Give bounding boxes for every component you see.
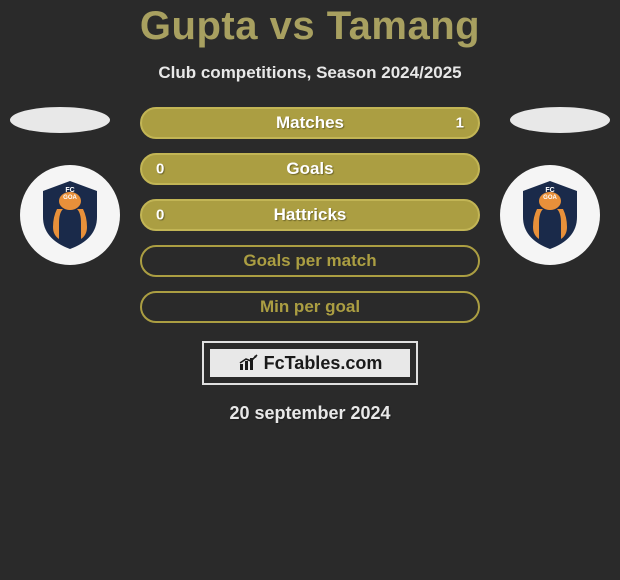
player-ellipse-right — [510, 107, 610, 133]
stat-value-right: 1 — [456, 115, 464, 132]
club-crest-left-icon: FC GOA — [39, 179, 101, 251]
svg-text:GOA: GOA — [63, 195, 77, 201]
svg-text:GOA: GOA — [543, 195, 557, 201]
stat-row: Goals per match — [140, 245, 480, 277]
snapshot-date: 20 september 2024 — [0, 403, 620, 424]
stat-value-left: 0 — [156, 161, 164, 178]
brand-text: FcTables.com — [264, 353, 383, 374]
comparison-panel: FC GOA FC GOA Matches 1 0 Goals 0 Hattricks Go… — [0, 107, 620, 337]
stat-label: Goals — [286, 159, 333, 179]
brand-box-inner: FcTables.com — [210, 349, 410, 377]
club-badge-right: FC GOA — [500, 165, 600, 265]
svg-text:FC: FC — [65, 187, 74, 194]
stat-label: Matches — [276, 113, 344, 133]
page-title: Gupta vs Tamang — [0, 0, 620, 49]
club-badge-left: FC GOA — [20, 165, 120, 265]
brand-chart-icon — [238, 354, 260, 372]
brand-box: FcTables.com — [202, 341, 418, 385]
stat-row: 0 Goals — [140, 153, 480, 185]
stats-list: Matches 1 0 Goals 0 Hattricks Goals per match M… — [140, 107, 480, 337]
competition-subtitle: Club competitions, Season 2024/2025 — [0, 63, 620, 83]
club-crest-right-icon: FC GOA — [519, 179, 581, 251]
player-ellipse-left — [10, 107, 110, 133]
stat-row: 0 Hattricks — [140, 199, 480, 231]
stat-value-left: 0 — [156, 207, 164, 224]
stat-label: Hattricks — [274, 205, 347, 225]
stat-row: Min per goal — [140, 291, 480, 323]
svg-text:FC: FC — [545, 187, 554, 194]
stat-label: Goals per match — [243, 251, 376, 271]
stat-label: Min per goal — [260, 297, 360, 317]
stat-row: Matches 1 — [140, 107, 480, 139]
